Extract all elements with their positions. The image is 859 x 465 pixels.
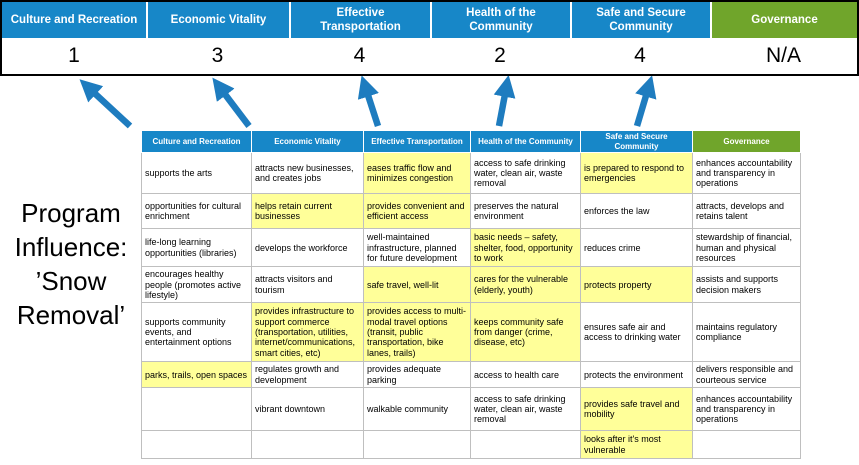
matrix-cell-r1-c2: provides convenient and efficient access	[363, 193, 471, 230]
matrix-cell-r0-c3: access to safe drinking water, clean air…	[470, 152, 581, 195]
matrix-cell-r2-c3: basic needs – safety, shelter, food, opp…	[470, 228, 581, 268]
matrix-cell-r1-c4: enforces the law	[580, 193, 693, 230]
matrix-cell-r7-c5	[692, 430, 801, 460]
matrix-header-2: Effective Transportation	[363, 129, 471, 154]
summary-header-4: Safe and Secure Community	[570, 2, 710, 38]
matrix-cell-r4-c3: keeps community safe from danger (crime,…	[470, 302, 581, 363]
matrix-cell-r3-c0: encourages healthy people (promotes acti…	[141, 266, 252, 304]
matrix-cell-r5-c4: protects the environment	[580, 361, 693, 389]
summary-score-row: 1 3 4 2 4 N/A	[2, 38, 857, 74]
matrix-cell-r4-c5: maintains regulatory compliance	[692, 302, 801, 363]
matrix-cell-r2-c0: life-long learning opportunities (librar…	[141, 228, 252, 268]
matrix-cell-r7-c1	[251, 430, 364, 460]
matrix-cell-r6-c4: provides safe travel and mobility	[580, 387, 693, 432]
influence-matrix: Culture and Recreation Economic Vitality E…	[141, 129, 801, 460]
matrix-cell-r3-c5: assists and supports decision makers	[692, 266, 801, 304]
matrix-row-2: life-long learning opportunities (librar…	[141, 228, 801, 268]
matrix-header-0: Culture and Recreation	[141, 129, 252, 154]
summary-header-5: Governance	[710, 2, 857, 38]
matrix-row-6: vibrant downtown walkable community access…	[141, 387, 801, 432]
matrix-cell-r3-c2: safe travel, well-lit	[363, 266, 471, 304]
matrix-header-4: Safe and Secure Community	[580, 129, 693, 154]
matrix-cell-r2-c1: develops the workforce	[251, 228, 364, 268]
program-title-line-2: ’Snow	[35, 266, 107, 296]
matrix-cell-r6-c3: access to safe drinking water, clean air…	[470, 387, 581, 432]
matrix-header-3: Health of the Community	[470, 129, 581, 154]
matrix-row-3: encourages healthy people (promotes acti…	[141, 266, 801, 304]
matrix-cell-r1-c3: preserves the natural environment	[470, 193, 581, 230]
program-title-line-1: Influence:	[14, 232, 128, 262]
matrix-header-5: Governance	[692, 129, 801, 154]
matrix-cell-r4-c1: provides infrastructure to support comme…	[251, 302, 364, 363]
matrix-cell-r0-c0: supports the arts	[141, 152, 252, 195]
matrix-cell-r3-c1: attracts visitors and tourism	[251, 266, 364, 304]
summary-score-4: 4	[570, 38, 710, 74]
matrix-cell-r4-c2: provides access to multi-modal travel op…	[363, 302, 471, 363]
matrix-row-7: looks after it's most vulnerable	[141, 430, 801, 460]
matrix-cell-r6-c1: vibrant downtown	[251, 387, 364, 432]
matrix-body: supports the arts attracts new businesses…	[141, 152, 801, 460]
matrix-header-1: Economic Vitality	[251, 129, 364, 154]
summary-score-2: 4	[289, 38, 430, 74]
summary-header-row: Culture and Recreation Economic Vitality E…	[2, 2, 857, 38]
up-arrow-1	[79, 79, 133, 129]
program-title-line-3: Removal’	[16, 300, 126, 330]
up-arrow-4	[493, 76, 516, 127]
summary-block: Culture and Recreation Economic Vitality E…	[0, 0, 859, 76]
matrix-cell-r5-c1: regulates growth and development	[251, 361, 364, 389]
summary-score-5: N/A	[710, 38, 857, 74]
matrix-cell-r2-c4: reduces crime	[580, 228, 693, 268]
matrix-cell-r0-c1: attracts new businesses, and creates job…	[251, 152, 364, 195]
matrix-cell-r7-c4: looks after it's most vulnerable	[580, 430, 693, 460]
matrix-cell-r1-c0: opportunities for cultural enrichment	[141, 193, 252, 230]
summary-score-0: 1	[2, 38, 146, 74]
matrix-cell-r1-c1: helps retain current businesses	[251, 193, 364, 230]
matrix-cell-r5-c0: parks, trails, open spaces	[141, 361, 252, 389]
matrix-cell-r5-c3: access to health care	[470, 361, 581, 389]
summary-score-1: 3	[146, 38, 289, 74]
matrix-cell-r1-c5: attracts, develops and retains talent	[692, 193, 801, 230]
matrix-cell-r0-c5: enhances accountability and transparency…	[692, 152, 801, 195]
matrix-cell-r4-c4: ensures safe air and access to drinking …	[580, 302, 693, 363]
summary-header-3: Health of the Community	[430, 2, 570, 38]
matrix-cell-r7-c0	[141, 430, 252, 460]
matrix-cell-r5-c5: delivers responsible and courteous servi…	[692, 361, 801, 389]
matrix-cell-r2-c2: well-maintained infrastructure, planned …	[363, 228, 471, 268]
program-title-line-0: Program	[21, 198, 121, 228]
matrix-row-0: supports the arts attracts new businesses…	[141, 152, 801, 195]
program-title: Program Influence: ’Snow Removal’	[0, 196, 142, 332]
matrix-row-4: supports community events, and entertain…	[141, 302, 801, 363]
matrix-cell-r0-c2: eases traffic flow and minimizes congest…	[363, 152, 471, 195]
matrix-cell-r6-c5: enhances accountability and transparency…	[692, 387, 801, 432]
matrix-cell-r5-c2: provides adequate parking	[363, 361, 471, 389]
matrix-cell-r7-c3	[470, 430, 581, 460]
summary-header-1: Economic Vitality	[146, 2, 289, 38]
matrix-header-row: Culture and Recreation Economic Vitality E…	[141, 129, 801, 154]
matrix-cell-r6-c2: walkable community	[363, 387, 471, 432]
up-arrow-3	[357, 76, 382, 128]
matrix-cell-r0-c4: is prepared to respond to emergencies	[580, 152, 693, 195]
matrix-cell-r6-c0	[141, 387, 252, 432]
matrix-cell-r2-c5: stewardship of financial, human and phys…	[692, 228, 801, 268]
up-arrow-2	[212, 77, 252, 128]
influence-arrows	[79, 76, 657, 129]
matrix-cell-r3-c3: cares for the vulnerable (elderly, youth…	[470, 266, 581, 304]
summary-header-2: Effective Transportation	[289, 2, 430, 38]
up-arrow-5	[633, 76, 657, 127]
matrix-row-5: parks, trails, open spaces regulates grow…	[141, 361, 801, 389]
matrix-row-1: opportunities for cultural enrichment hel…	[141, 193, 801, 230]
summary-header-0: Culture and Recreation	[2, 2, 146, 38]
summary-score-3: 2	[430, 38, 570, 74]
matrix-cell-r7-c2	[363, 430, 471, 460]
matrix-cell-r4-c0: supports community events, and entertain…	[141, 302, 252, 363]
matrix-cell-r3-c4: protects property	[580, 266, 693, 304]
